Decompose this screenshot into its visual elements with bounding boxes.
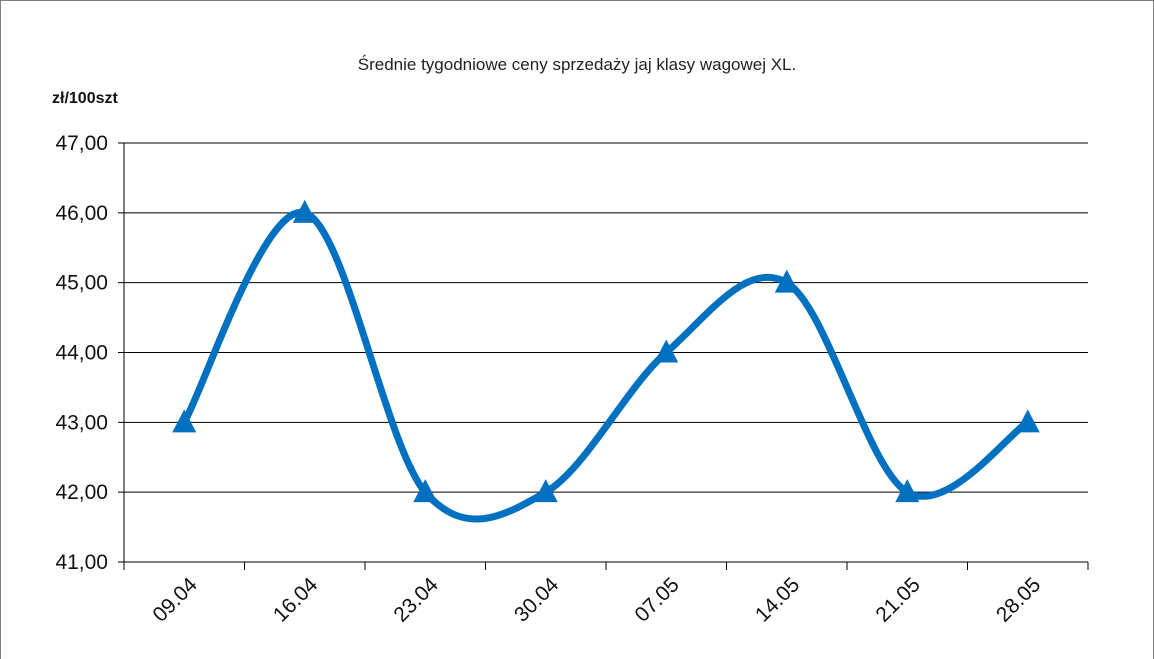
y-tick-label: 47,00 <box>55 132 108 155</box>
series-layer <box>172 199 1040 523</box>
data-point-marker <box>654 339 679 363</box>
data-point-marker <box>774 269 799 293</box>
y-axis-label: zł/100szt <box>52 90 118 107</box>
x-tick-label: 16.04 <box>269 573 323 627</box>
data-point-marker <box>172 409 197 433</box>
y-tick-label: 43,00 <box>55 411 108 434</box>
y-tick-label: 44,00 <box>55 342 108 365</box>
x-tick-label: 30.04 <box>510 573 564 627</box>
data-point-marker <box>533 479 558 503</box>
data-point-marker <box>413 479 438 503</box>
axes <box>118 142 1089 570</box>
y-tick-label: 42,00 <box>55 481 108 504</box>
x-tick-label: 09.04 <box>148 573 202 627</box>
data-point-marker <box>292 199 317 223</box>
data-point-marker <box>1015 409 1040 433</box>
y-tick-label: 46,00 <box>55 202 108 225</box>
y-tick-label: 41,00 <box>55 551 108 574</box>
x-tick-label: 28.05 <box>992 573 1045 626</box>
y-tick-label: 45,00 <box>55 272 108 295</box>
x-tick-label: 23.04 <box>389 573 443 627</box>
x-tick-label: 14.05 <box>751 573 804 626</box>
series-line <box>180 209 1032 523</box>
x-tick-labels: 09.04 16.04 23.04 30.04 07.05 14.05 21.05 28.05 <box>148 573 1045 627</box>
chart-title: Średnie tygodniowe ceny sprzedaży jaj kl… <box>357 55 797 74</box>
x-tick-label: 07.05 <box>630 573 683 626</box>
gridlines <box>124 142 1088 493</box>
y-tick-labels: 41,00 42,00 43,00 44,00 45,00 46,00 47,00 <box>55 132 108 574</box>
data-point-marker <box>895 479 920 503</box>
x-tick-label: 21.05 <box>871 573 924 626</box>
